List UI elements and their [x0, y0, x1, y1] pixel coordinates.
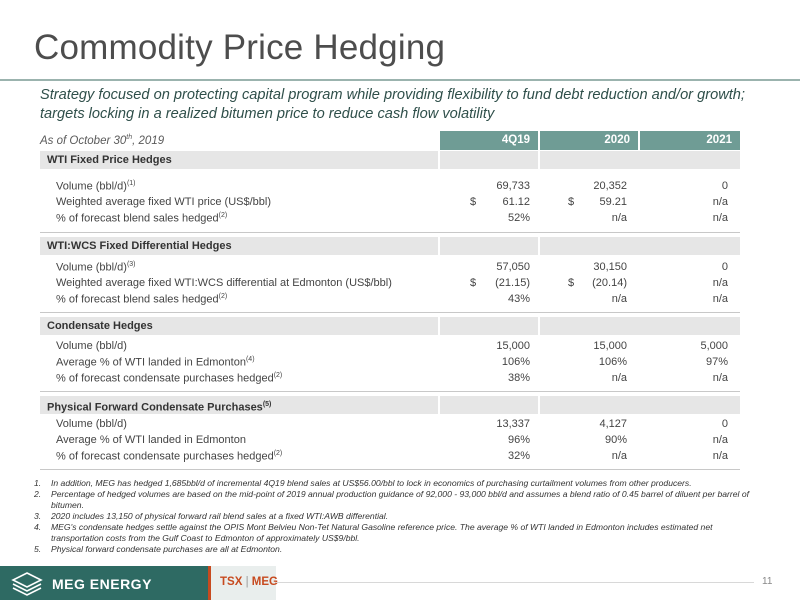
cell-2021: 5,000: [700, 340, 728, 352]
row-label: % of forecast condensate purchases hedge…: [56, 450, 283, 463]
section-label: Condensate Hedges: [47, 320, 153, 332]
ticker-symbol: TSX | MEG: [220, 576, 278, 588]
currency-symbol: $: [470, 277, 477, 289]
ticker-accent-bar: [208, 566, 211, 600]
row-label: Weighted average fixed WTI price (US$/bb…: [56, 196, 271, 208]
cell-4q19: 38%: [507, 372, 530, 384]
cell-4q19: 15,000: [496, 340, 530, 352]
row-label: Volume (bbl/d)(1): [56, 180, 136, 193]
column-header-4q19: 4Q19: [440, 131, 538, 150]
cell-2020: n/a: [611, 372, 627, 384]
as-of-ordinal: th: [126, 134, 133, 141]
cell-4q19: 52%: [507, 212, 530, 224]
row-divider: [40, 469, 740, 470]
footnote: 5. Physical forward condensate purchases …: [34, 544, 283, 554]
column-separator: [538, 317, 540, 335]
footnote: 4. MEG's condensate hedges settle against…: [34, 522, 713, 543]
cell-2021: 0: [721, 180, 728, 192]
cell-4q19: 43%: [507, 293, 530, 305]
cell-2020: 15,000: [593, 340, 627, 352]
currency-symbol: $: [470, 196, 477, 208]
cell-2021: 97%: [705, 356, 728, 368]
cell-4q19: 13,337: [496, 418, 530, 430]
cell-2021: n/a: [712, 450, 728, 462]
page-title: Commodity Price Hedging: [34, 28, 446, 67]
cell-2020: n/a: [611, 212, 627, 224]
column-separator: [438, 237, 440, 255]
cell-2020: 90%: [604, 434, 627, 446]
company-logo-bar: MEG ENERGY: [0, 566, 208, 600]
meg-logo-icon: [11, 572, 43, 596]
section-header-wti-wcs-differential: WTI:WCS Fixed Differential Hedges: [40, 237, 740, 255]
cell-2020: n/a: [611, 450, 627, 462]
as-of-year: , 2019: [132, 134, 165, 147]
row-divider: [40, 312, 740, 313]
cell-2020: (20.14): [592, 277, 627, 289]
company-name: MEG ENERGY: [52, 576, 152, 592]
cell-2020: 20,352: [593, 180, 627, 192]
cell-2021: n/a: [712, 293, 728, 305]
footnotes: 1. In addition, MEG has hedged 1,685bbl/d…: [34, 478, 764, 555]
section-label: Physical Forward Condensate Purchases(5): [47, 401, 272, 414]
section-label: WTI:WCS Fixed Differential Hedges: [47, 240, 232, 252]
footnote: 2. Percentage of hedged volumes are based…: [34, 489, 750, 510]
cell-4q19: 57,050: [496, 261, 530, 273]
currency-symbol: $: [568, 277, 575, 289]
page-subtitle: Strategy focused on protecting capital p…: [40, 87, 745, 122]
cell-2021: n/a: [712, 212, 728, 224]
row-label: % of forecast condensate purchases hedge…: [56, 372, 283, 385]
cell-2021: n/a: [712, 277, 728, 289]
cell-2020: 106%: [598, 356, 627, 368]
row-label: Volume (bbl/d)(3): [56, 261, 136, 274]
column-header-2021: 2021: [640, 131, 740, 150]
cell-2021: 0: [721, 418, 728, 430]
title-divider: [0, 79, 800, 81]
column-separator: [538, 237, 540, 255]
cell-4q19: 96%: [507, 434, 530, 446]
row-label: Volume (bbl/d): [56, 340, 127, 352]
row-label: % of forecast blend sales hedged(2): [56, 212, 228, 225]
row-divider: [40, 391, 740, 392]
section-header-wti-fixed-price: WTI Fixed Price Hedges: [40, 151, 740, 169]
row-label: Average % of WTI landed in Edmonton(4): [56, 356, 255, 369]
column-separator: [438, 151, 440, 169]
footnote: 3. 2020 includes 13,150 of physical forwa…: [34, 511, 389, 521]
row-label: Weighted average fixed WTI:WCS different…: [56, 277, 392, 289]
column-header-2020: 2020: [540, 131, 638, 150]
footer-divider: [276, 582, 754, 583]
cell-4q19: 61.12: [502, 196, 530, 208]
column-separator: [438, 317, 440, 335]
cell-2020: n/a: [611, 293, 627, 305]
as-of-date: As of October 30th, 2019: [40, 134, 164, 147]
section-header-condensate-hedges: Condensate Hedges: [40, 317, 740, 335]
column-separator: [538, 396, 540, 414]
cell-2020: 30,150: [593, 261, 627, 273]
cell-4q19: 69,733: [496, 180, 530, 192]
cell-2021: n/a: [712, 196, 728, 208]
cell-4q19: 32%: [507, 450, 530, 462]
row-label: Average % of WTI landed in Edmonton: [56, 434, 246, 446]
section-header-physical-forward-condensate: Physical Forward Condensate Purchases(5): [40, 396, 740, 414]
currency-symbol: $: [568, 196, 575, 208]
column-separator: [438, 396, 440, 414]
cell-2021: n/a: [712, 434, 728, 446]
section-label: WTI Fixed Price Hedges: [47, 154, 172, 166]
ticker-panel: TSX | MEG: [208, 566, 278, 600]
row-divider: [40, 232, 740, 233]
cell-2020: 4,127: [599, 418, 627, 430]
page-number: 11: [762, 576, 773, 587]
cell-4q19: (21.15): [495, 277, 530, 289]
footnote: 1. In addition, MEG has hedged 1,685bbl/d…: [34, 478, 692, 488]
cell-2020: 59.21: [599, 196, 627, 208]
column-separator: [538, 151, 540, 169]
cell-2021: n/a: [712, 372, 728, 384]
row-label: % of forecast blend sales hedged(2): [56, 293, 228, 306]
cell-4q19: 106%: [501, 356, 530, 368]
row-label: Volume (bbl/d): [56, 418, 127, 430]
cell-2021: 0: [721, 261, 728, 273]
as-of-text: As of October 30: [40, 134, 127, 147]
